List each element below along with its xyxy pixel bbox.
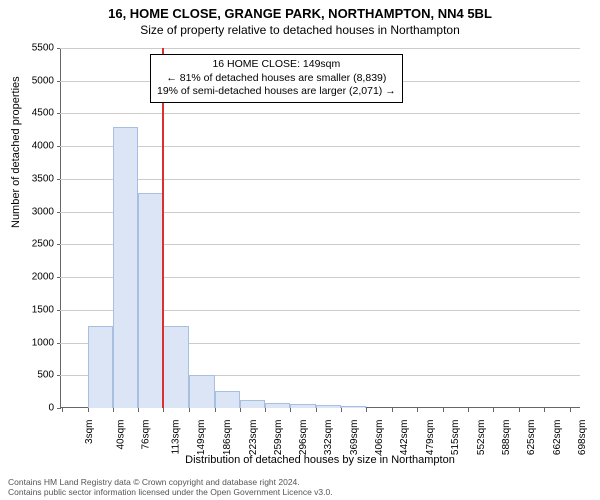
xtick-label: 698sqm <box>577 420 588 456</box>
xtick-mark <box>88 408 89 412</box>
xtick-mark <box>519 408 520 412</box>
xtick-mark <box>392 408 393 412</box>
xtick-label: 223sqm <box>248 420 259 456</box>
xtick-mark <box>366 408 367 412</box>
ytick-label: 5500 <box>32 43 54 54</box>
annotation-line: 16 HOME CLOSE: 149sqm <box>157 58 396 72</box>
ytick-label: 5000 <box>32 75 54 86</box>
xtick-label: 442sqm <box>400 420 411 456</box>
xtick-label: 149sqm <box>196 420 207 456</box>
xtick-label: 588sqm <box>501 420 512 456</box>
footer-attribution: Contains HM Land Registry data © Crown c… <box>8 478 333 498</box>
xtick-mark <box>468 408 469 412</box>
chart-subtitle: Size of property relative to detached ho… <box>0 21 600 41</box>
chart-container: 16, HOME CLOSE, GRANGE PARK, NORTHAMPTON… <box>0 0 600 500</box>
xtick-mark <box>240 408 241 412</box>
ytick-label: 4000 <box>32 141 54 152</box>
annotation-box: 16 HOME CLOSE: 149sqm← 81% of detached h… <box>150 54 403 103</box>
gridline <box>60 113 580 114</box>
xtick-label: 332sqm <box>323 420 334 456</box>
xtick-label: 259sqm <box>273 420 284 456</box>
xtick-label: 625sqm <box>526 420 537 456</box>
xtick-mark <box>443 408 444 412</box>
histogram-bar <box>215 391 240 408</box>
histogram-bar <box>189 375 215 408</box>
xtick-mark <box>417 408 418 412</box>
chart-title: 16, HOME CLOSE, GRANGE PARK, NORTHAMPTON… <box>0 0 600 21</box>
xtick-mark <box>290 408 291 412</box>
footer-line-2: Contains public sector information licen… <box>8 488 333 498</box>
ytick-label: 1000 <box>32 337 54 348</box>
xtick-mark <box>493 408 494 412</box>
ytick-label: 500 <box>37 370 54 381</box>
ytick-label: 4500 <box>32 108 54 119</box>
histogram-bar <box>113 127 139 408</box>
y-axis-ticks: 0500100015002000250030003500400045005000… <box>0 48 58 408</box>
xtick-label: 40sqm <box>115 420 126 450</box>
histogram-bar <box>240 400 266 409</box>
xtick-mark <box>113 408 114 412</box>
xtick-mark <box>138 408 139 412</box>
histogram-bar <box>138 193 163 408</box>
histogram-bar <box>163 326 189 408</box>
annotation-line: ← 81% of detached houses are smaller (8,… <box>157 72 396 86</box>
xtick-label: 186sqm <box>222 420 233 456</box>
xtick-mark <box>316 408 317 412</box>
plot-area: 16 HOME CLOSE: 149sqm← 81% of detached h… <box>60 48 580 408</box>
xtick-label: 369sqm <box>349 420 360 456</box>
xtick-mark <box>189 408 190 412</box>
xtick-label: 3sqm <box>84 420 95 444</box>
xtick-label: 113sqm <box>171 420 182 455</box>
xtick-label: 662sqm <box>552 420 563 456</box>
xtick-mark <box>62 408 63 412</box>
xtick-label: 296sqm <box>298 420 309 456</box>
ytick-label: 3500 <box>32 173 54 184</box>
x-axis-label: Distribution of detached houses by size … <box>60 454 580 466</box>
xtick-label: 479sqm <box>425 420 436 456</box>
xtick-mark <box>215 408 216 412</box>
xtick-mark <box>265 408 266 412</box>
annotation-line: 19% of semi-detached houses are larger (… <box>157 85 396 99</box>
gridline <box>60 48 580 49</box>
xtick-label: 76sqm <box>140 420 151 450</box>
ytick-label: 2000 <box>32 272 54 283</box>
ytick-label: 2500 <box>32 239 54 250</box>
ytick-label: 1500 <box>32 304 54 315</box>
xtick-mark <box>163 408 164 412</box>
histogram-bar <box>88 326 113 408</box>
xtick-mark <box>544 408 545 412</box>
xtick-label: 515sqm <box>450 420 461 456</box>
ytick-label: 0 <box>48 403 54 414</box>
xtick-mark <box>341 408 342 412</box>
xtick-label: 406sqm <box>375 420 386 456</box>
ytick-label: 3000 <box>32 206 54 217</box>
xtick-mark <box>570 408 571 412</box>
xtick-label: 552sqm <box>476 420 487 456</box>
